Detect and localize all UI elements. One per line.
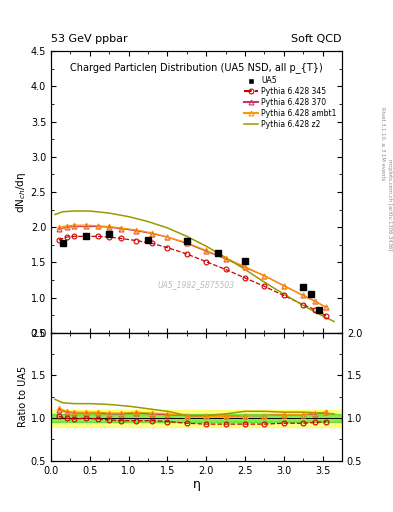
Text: Charged Particleη Distribution (UA5 NSD, all p_{T}): Charged Particleη Distribution (UA5 NSD,…: [70, 62, 323, 73]
Y-axis label: dN$_{ch}$/dη: dN$_{ch}$/dη: [14, 172, 28, 212]
Y-axis label: Ratio to UA5: Ratio to UA5: [18, 366, 28, 428]
Bar: [51, 414, 342, 422]
Text: mcplots.cern.ch [arXiv:1306.3436]: mcplots.cern.ch [arXiv:1306.3436]: [387, 159, 391, 250]
Text: 53 GeV ppbar: 53 GeV ppbar: [51, 33, 128, 44]
Legend: UA5, Pythia 6.428 345, Pythia 6.428 370, Pythia 6.428 ambt1, Pythia 6.428 z2: UA5, Pythia 6.428 345, Pythia 6.428 370,…: [243, 75, 338, 131]
Text: UA5_1982_S875503: UA5_1982_S875503: [158, 281, 235, 289]
Text: Rivet 3.1.10, ≥ 3.1M events: Rivet 3.1.10, ≥ 3.1M events: [381, 106, 386, 180]
Bar: [51, 410, 342, 426]
Text: Soft QCD: Soft QCD: [292, 33, 342, 44]
X-axis label: η: η: [193, 478, 200, 492]
